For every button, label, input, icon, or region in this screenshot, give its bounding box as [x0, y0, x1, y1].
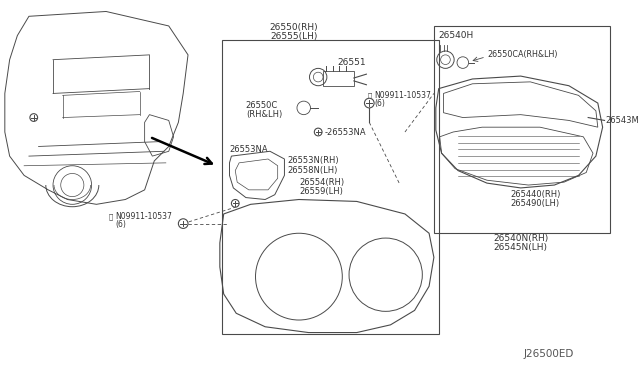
Bar — [434, 26, 611, 233]
Circle shape — [179, 219, 188, 228]
Text: -26553NA: -26553NA — [325, 128, 367, 137]
Circle shape — [364, 98, 374, 108]
Text: 26553NA: 26553NA — [230, 145, 268, 154]
Text: 26550C: 26550C — [246, 102, 278, 110]
Text: N09911-10537: N09911-10537 — [116, 212, 173, 221]
Circle shape — [232, 199, 239, 207]
Text: Ⓝ: Ⓝ — [367, 92, 372, 99]
Text: 26543M: 26543M — [605, 116, 639, 125]
Text: N09911-10537: N09911-10537 — [374, 91, 431, 100]
Text: (6): (6) — [374, 99, 385, 108]
Text: 26540N(RH): 26540N(RH) — [493, 234, 548, 243]
Text: 26550CA(RH&LH): 26550CA(RH&LH) — [487, 50, 557, 60]
Text: 26553N(RH): 26553N(RH) — [287, 157, 339, 166]
Circle shape — [30, 114, 38, 121]
Text: (RH&LH): (RH&LH) — [246, 110, 282, 119]
Text: (6): (6) — [116, 220, 127, 229]
Text: 265490(LH): 265490(LH) — [511, 199, 560, 208]
Text: 26558N(LH): 26558N(LH) — [287, 166, 338, 175]
Bar — [323, 71, 354, 86]
Text: 26559(LH): 26559(LH) — [299, 187, 343, 196]
Text: 26550(RH): 26550(RH) — [270, 23, 318, 32]
Text: 265440(RH): 265440(RH) — [510, 190, 561, 199]
Text: 26551: 26551 — [337, 58, 366, 67]
Text: Ⓝ: Ⓝ — [109, 214, 113, 220]
Circle shape — [314, 128, 322, 136]
Text: 26540H: 26540H — [438, 31, 474, 40]
Text: J26500ED: J26500ED — [524, 349, 573, 359]
Text: 26545N(LH): 26545N(LH) — [493, 243, 548, 252]
Text: 26554(RH): 26554(RH) — [299, 178, 344, 187]
Text: 26555(LH): 26555(LH) — [270, 32, 318, 41]
Bar — [222, 41, 438, 334]
